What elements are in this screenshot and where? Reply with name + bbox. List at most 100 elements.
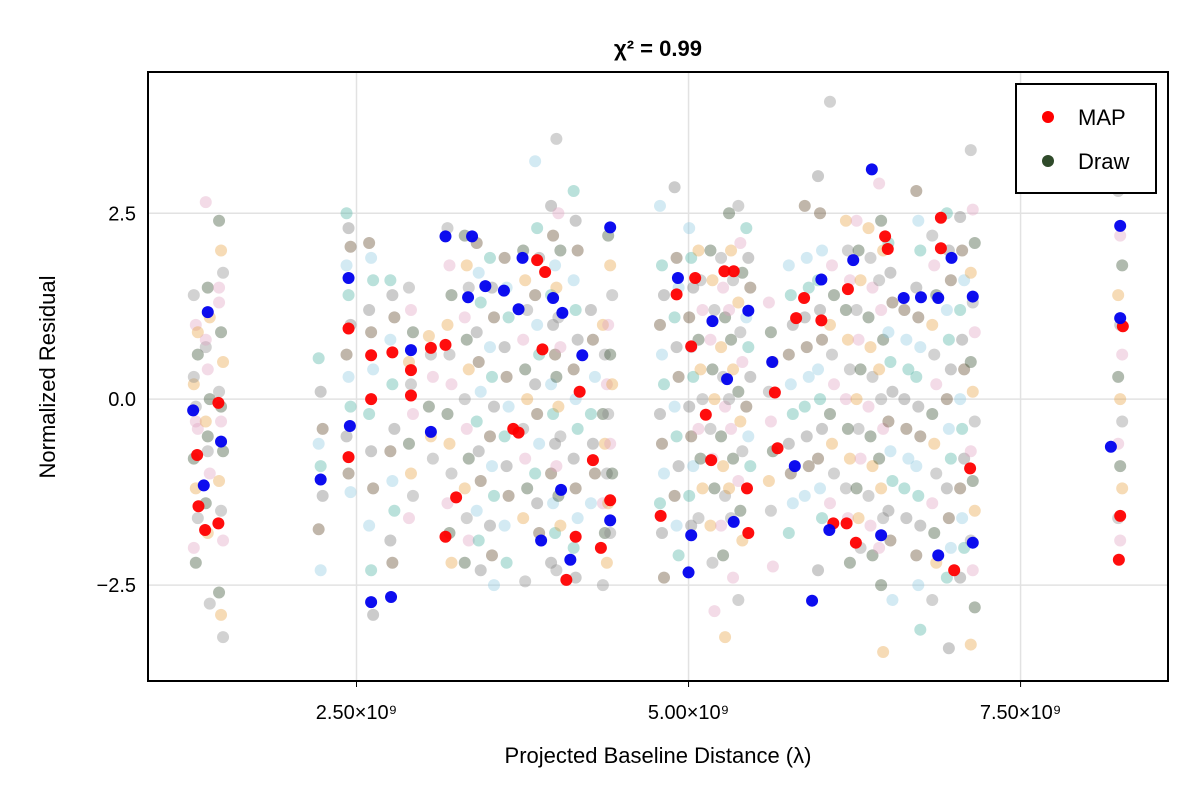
map-point (766, 356, 779, 368)
map-point (934, 242, 947, 255)
map-point (705, 454, 718, 467)
draw-point (912, 489, 925, 502)
draw-point (734, 415, 747, 428)
draw-point (584, 497, 597, 510)
map-point (881, 242, 894, 255)
draw-point (683, 400, 696, 413)
map-point (535, 534, 548, 547)
draw-point (483, 251, 496, 264)
draw-point (764, 504, 777, 517)
draw-point (964, 445, 977, 458)
draw-point (217, 266, 230, 279)
draw-point (715, 341, 728, 354)
draw-point (600, 378, 613, 391)
draw-point (914, 430, 927, 443)
map-point (654, 509, 667, 522)
draw-point (798, 311, 811, 324)
draw-point (814, 207, 827, 220)
draw-point (657, 571, 670, 584)
draw-point (363, 408, 376, 421)
draw-point (384, 445, 397, 458)
draw-point (942, 512, 955, 525)
draw-point (727, 363, 740, 376)
draw-point (882, 326, 895, 339)
legend-label-draw: Draw (1078, 149, 1129, 174)
map-point (564, 553, 577, 566)
draw-point (708, 482, 721, 495)
draw-point (875, 303, 888, 316)
draw-point (443, 259, 456, 272)
draw-point (653, 318, 666, 331)
draw-point (500, 370, 513, 383)
y-axis-label: Normalized Residual (35, 276, 60, 479)
draw-point (213, 474, 226, 487)
x-axis: 2.50×10⁹ 5.00×10⁹ 7.50×10⁹ (316, 681, 1061, 724)
draw-point (312, 437, 325, 450)
draw-point (944, 452, 957, 465)
draw-point (687, 370, 700, 383)
draw-point (715, 430, 728, 443)
draw-point (884, 534, 897, 547)
draw-point (316, 489, 329, 502)
draw-point (912, 579, 925, 592)
draw-point (964, 144, 977, 157)
draw-point (766, 560, 779, 573)
draw-point (201, 445, 214, 458)
draw-point (384, 534, 397, 547)
map-point (536, 343, 549, 356)
draw-point (460, 512, 473, 525)
draw-point (841, 244, 854, 257)
draw-point (547, 318, 560, 331)
draw-point (723, 303, 736, 316)
draw-point (725, 422, 738, 435)
draw-point (672, 370, 685, 383)
draw-point (1116, 259, 1129, 272)
draw-point (312, 352, 325, 365)
draw-point (704, 422, 717, 435)
draw-point (958, 274, 971, 287)
draw-point (696, 303, 709, 316)
draw-point (954, 393, 967, 406)
draw-point (882, 504, 895, 517)
draw-point (487, 311, 500, 324)
map-point (560, 573, 573, 586)
map-point (365, 596, 378, 609)
draw-point (445, 556, 458, 569)
draw-point (472, 445, 485, 458)
draw-point (460, 259, 473, 272)
draw-point (470, 504, 483, 517)
draw-point (215, 504, 228, 517)
map-point (727, 265, 740, 278)
draw-point (852, 333, 865, 346)
map-point (539, 266, 552, 279)
legend-box (1015, 83, 1157, 194)
draw-point (719, 631, 732, 644)
map-point (815, 273, 828, 286)
map-point (439, 338, 452, 351)
draw-point (367, 608, 380, 621)
map-point (689, 271, 702, 284)
draw-point (655, 437, 668, 450)
draw-point (215, 326, 228, 339)
draw-point (723, 393, 736, 406)
draw-point (852, 512, 865, 525)
draw-point (704, 519, 717, 532)
draw-point (827, 289, 840, 302)
map-point (718, 265, 731, 278)
draw-point (604, 527, 617, 540)
draw-point (445, 467, 458, 480)
draw-point (898, 393, 911, 406)
draw-point (462, 281, 475, 294)
draw-point (910, 460, 923, 473)
y-tick-label: 2.5 (108, 203, 136, 225)
draw-point (1116, 482, 1129, 495)
draw-point (708, 303, 721, 316)
draw-point (199, 196, 212, 209)
draw-point (968, 237, 981, 250)
draw-point (201, 281, 214, 294)
draw-point (458, 393, 471, 406)
draw-point (862, 311, 875, 324)
draw-point (187, 289, 200, 302)
draw-point (386, 556, 399, 569)
draw-point (928, 527, 941, 540)
